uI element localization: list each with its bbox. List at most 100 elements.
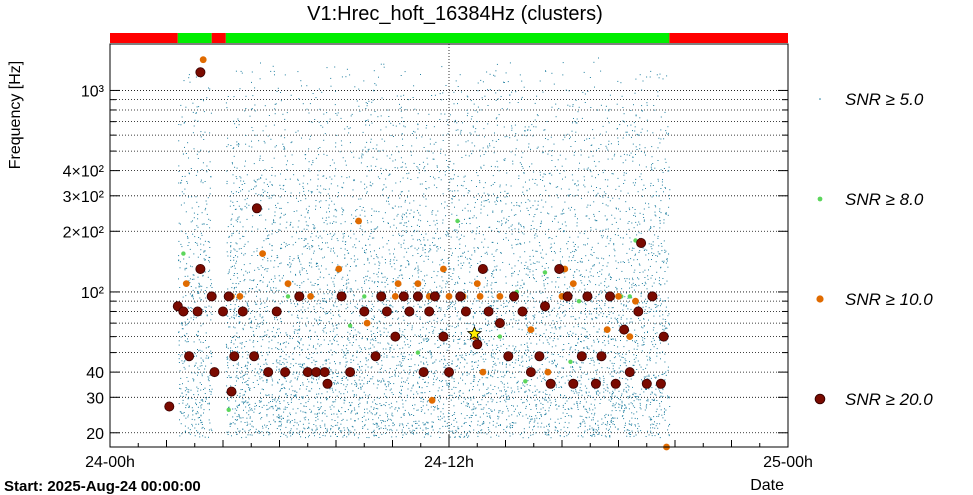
snr5-point (305, 388, 307, 390)
snr5-point (242, 375, 244, 377)
snr5-point (625, 383, 627, 385)
snr5-point (254, 110, 256, 112)
snr5-point (334, 209, 336, 211)
snr5-point (307, 212, 309, 214)
snr5-point (286, 395, 288, 396)
snr5-point (456, 122, 458, 124)
snr5-point (385, 395, 387, 397)
snr5-point (320, 200, 322, 202)
snr5-point (495, 313, 497, 314)
snr5-point (373, 273, 375, 275)
snr5-point (580, 375, 582, 377)
snr5-point (285, 292, 287, 294)
snr5-point (453, 380, 455, 382)
snr5-point (598, 426, 600, 428)
snr5-point (657, 305, 659, 307)
snr5-point (387, 416, 388, 418)
snr5-point (344, 195, 346, 197)
snr5-point (284, 406, 286, 408)
snr5-point (435, 359, 437, 361)
snr5-point (520, 262, 522, 264)
snr5-point (471, 365, 473, 367)
snr5-point (560, 417, 562, 419)
snr5-point (270, 70, 272, 72)
snr5-point (195, 287, 197, 289)
snr5-point (460, 402, 462, 404)
snr5-point (481, 348, 483, 350)
snr5-point (330, 349, 332, 351)
snr5-point (187, 275, 189, 277)
snr5-point (459, 224, 460, 226)
snr5-point (274, 275, 276, 277)
snr5-point (477, 300, 479, 302)
snr5-point (243, 409, 244, 411)
snr5-point (626, 340, 628, 342)
snr5-point (230, 246, 232, 248)
snr5-point (336, 238, 338, 240)
snr5-point (497, 387, 499, 389)
snr5-point (532, 324, 534, 326)
snr5-point (402, 177, 404, 179)
snr5-point (316, 320, 318, 322)
snr5-point (281, 432, 283, 434)
snr5-point (457, 256, 459, 258)
snr5-point (321, 420, 323, 422)
snr5-point (595, 370, 597, 372)
snr5-point (656, 348, 658, 350)
snr5-point (664, 300, 666, 301)
snr5-point (518, 412, 520, 414)
snr5-point (266, 380, 268, 382)
snr5-point (200, 249, 202, 251)
snr5-point (452, 252, 453, 254)
snr5-point (458, 339, 460, 340)
snr5-point (406, 173, 408, 175)
snr5-point (597, 424, 599, 426)
snr5-point (635, 393, 637, 395)
snr5-point (586, 331, 588, 333)
snr5-point (258, 194, 260, 196)
snr5-point (453, 174, 455, 176)
snr5-point (264, 331, 266, 333)
snr5-point (649, 356, 651, 358)
snr5-point (267, 408, 269, 410)
snr5-point (447, 306, 449, 308)
snr5-point (402, 145, 404, 146)
snr5-point (246, 383, 248, 385)
snr5-point (457, 260, 459, 262)
snr5-point (303, 246, 305, 248)
snr5-point (229, 309, 231, 311)
snr5-point (332, 159, 334, 161)
snr5-point (467, 404, 469, 406)
snr5-point (444, 174, 446, 176)
snr5-point (433, 245, 435, 246)
snr5-point (235, 262, 237, 264)
snr5-point (274, 301, 276, 303)
snr5-point (184, 430, 186, 432)
snr5-point (187, 391, 189, 393)
snr5-point (639, 164, 640, 166)
snr5-point (185, 153, 187, 154)
snr5-point (230, 278, 232, 280)
snr5-point (636, 149, 638, 150)
snr5-point (356, 351, 358, 353)
snr5-point (615, 352, 617, 354)
snr5-point (487, 387, 489, 389)
snr5-point (335, 335, 336, 337)
snr5-point (607, 340, 609, 342)
snr5-point (633, 285, 635, 286)
snr5-point (374, 424, 376, 425)
snr5-point (405, 232, 407, 233)
snr5-point (592, 409, 594, 411)
snr5-point (318, 409, 320, 411)
snr5-point (296, 284, 298, 286)
snr5-point (368, 280, 370, 282)
snr5-point (425, 233, 427, 235)
snr5-point (408, 190, 410, 192)
snr5-point (651, 248, 653, 250)
snr5-point (365, 279, 367, 281)
snr5-point (299, 430, 301, 432)
snr5-point (335, 90, 336, 92)
snr5-point (652, 344, 654, 346)
snr5-point (389, 325, 391, 327)
snr5-point (406, 425, 408, 427)
